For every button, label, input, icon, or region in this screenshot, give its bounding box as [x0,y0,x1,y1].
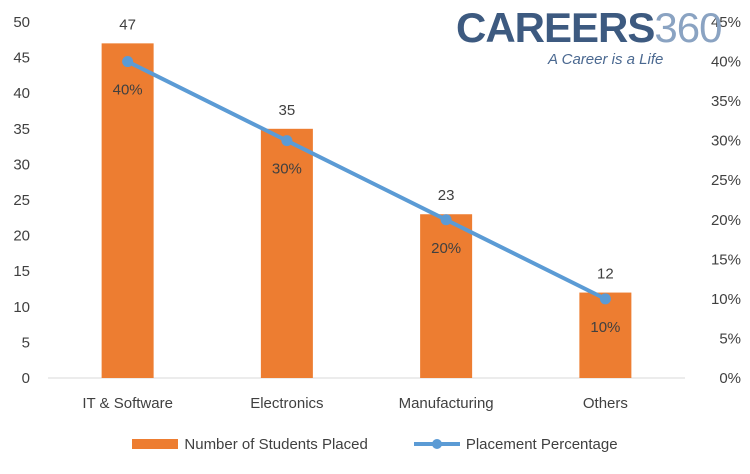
y-left-tick-label: 40 [13,85,30,102]
y-left-tick-label: 45 [13,50,30,67]
line-point [440,214,452,226]
line-data-label: 10% [590,319,620,336]
legend-item-placement-percentage: Placement Percentage [413,433,618,455]
y-right-tick-label: 35% [711,93,741,110]
y-right-tick-label: 10% [711,291,741,308]
bar-data-label: 23 [438,187,455,204]
legend-item-students-placed: Number of Students Placed [132,433,368,455]
y-left-tick-label: 10 [13,299,30,316]
y-left-tick-label: 35 [13,121,30,138]
y-left-tick-label: 20 [13,228,30,245]
x-category-label: Electronics [250,395,323,412]
chart-legend: Number of Students Placed Placement Perc… [0,433,750,455]
y-left-tick-label: 30 [13,156,30,173]
y-left-tick-label: 25 [13,192,30,209]
bar-data-label: 47 [119,16,136,33]
x-category-label: Others [583,395,628,412]
x-category-label: Manufacturing [399,395,494,412]
y-right-tick-label: 25% [711,172,741,189]
legend-swatch-line [413,439,460,449]
logo-brand: CAREERS360 [456,4,722,52]
y-left-tick-label: 0 [22,370,30,387]
y-right-tick-label: 20% [711,212,741,229]
y-right-tick-label: 30% [711,133,741,150]
legend-label-students-placed: Number of Students Placed [184,435,368,453]
bar [420,214,473,378]
careers360-logo: CAREERS360 A Career is a Life [456,4,722,74]
line-point [281,135,293,147]
y-right-tick-label: 45% [711,14,741,31]
bar-data-label: 35 [279,102,296,119]
line-series-path [125,59,608,301]
y-right-tick-label: 0% [719,370,741,387]
logo-brand-number: 360 [654,4,722,51]
line-point [122,56,134,68]
logo-tagline: A Career is a Life [548,51,664,68]
line-data-label: 40% [113,82,143,99]
y-right-tick-label: 5% [719,330,741,347]
y-left-tick-label: 5 [22,334,30,351]
bar [579,292,632,378]
y-right-tick-label: 40% [711,54,741,71]
y-left-tick-label: 50 [13,14,30,31]
logo-brand-text: CAREERS [456,4,655,51]
legend-swatch-bar [132,439,179,449]
bar [101,43,154,379]
line-data-label: 20% [431,240,461,257]
y-left-tick-label: 15 [13,263,30,280]
bar [260,128,313,378]
y-right-tick-label: 15% [711,251,741,268]
line-point [599,293,611,305]
x-category-label: IT & Software [82,395,173,412]
legend-label-placement-percentage: Placement Percentage [465,435,618,453]
line-data-label: 30% [272,161,302,178]
bar-data-label: 12 [597,266,614,283]
